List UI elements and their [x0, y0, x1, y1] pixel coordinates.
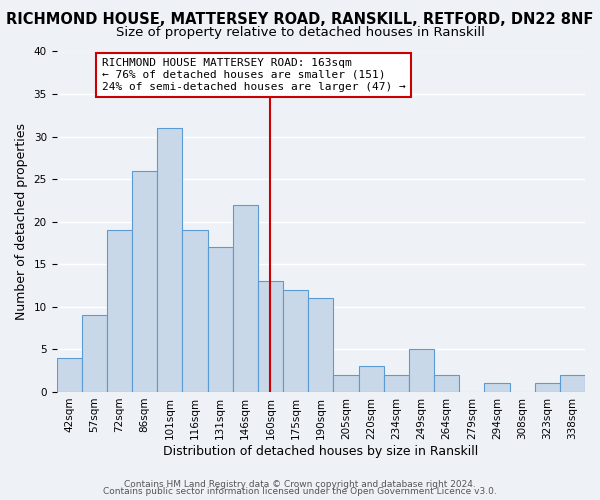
Bar — [484, 384, 509, 392]
Bar — [308, 298, 334, 392]
Bar — [208, 248, 233, 392]
Bar — [359, 366, 383, 392]
Text: RICHMOND HOUSE, MATTERSEY ROAD, RANSKILL, RETFORD, DN22 8NF: RICHMOND HOUSE, MATTERSEY ROAD, RANSKILL… — [7, 12, 593, 28]
Bar — [409, 350, 434, 392]
Bar — [535, 384, 560, 392]
Y-axis label: Number of detached properties: Number of detached properties — [15, 123, 28, 320]
Text: RICHMOND HOUSE MATTERSEY ROAD: 163sqm
← 76% of detached houses are smaller (151): RICHMOND HOUSE MATTERSEY ROAD: 163sqm ← … — [102, 58, 406, 92]
Bar — [258, 282, 283, 392]
Bar — [56, 358, 82, 392]
Bar — [233, 204, 258, 392]
Bar — [132, 170, 157, 392]
Bar — [82, 316, 107, 392]
Bar — [434, 375, 459, 392]
Text: Size of property relative to detached houses in Ranskill: Size of property relative to detached ho… — [116, 26, 484, 39]
X-axis label: Distribution of detached houses by size in Ranskill: Distribution of detached houses by size … — [163, 444, 478, 458]
Bar — [560, 375, 585, 392]
Text: Contains HM Land Registry data © Crown copyright and database right 2024.: Contains HM Land Registry data © Crown c… — [124, 480, 476, 489]
Bar — [334, 375, 359, 392]
Bar — [383, 375, 409, 392]
Bar — [157, 128, 182, 392]
Bar — [283, 290, 308, 392]
Bar — [107, 230, 132, 392]
Text: Contains public sector information licensed under the Open Government Licence v3: Contains public sector information licen… — [103, 487, 497, 496]
Bar — [182, 230, 208, 392]
